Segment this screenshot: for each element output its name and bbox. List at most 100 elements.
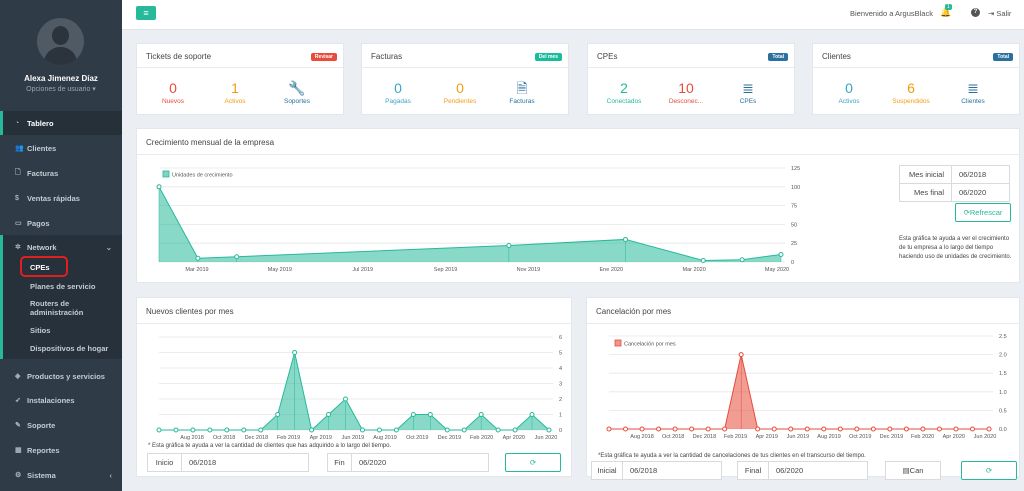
data-point [173,427,179,433]
cancel-title: Cancelación por mes [596,307,672,316]
x-tick-label: May 2020 [765,267,789,273]
data-point [156,184,162,190]
series-line [158,186,782,261]
x-tick-label: Sep 2019 [434,267,458,273]
y-tick-label: 1.0 [999,390,1007,396]
sidebar-item-pagos[interactable]: ▭ Pagos [15,218,50,228]
dollar-icon: $ [15,194,19,202]
user-name: Alexa Jimenez Díaz [24,74,98,83]
y-tick-label: 2.5 [999,334,1007,340]
data-point [705,426,711,432]
data-point [606,426,612,432]
data-point [854,426,860,432]
stat-item[interactable]: 0 Nuevos [143,80,203,105]
sidebar-sub-routers[interactable]: Routers de administración [30,299,84,317]
x-tick-label: Jul 2019 [352,267,373,273]
sidebar-item-network[interactable]: ✲ Network ⌄ [15,242,112,252]
data-point [700,257,706,263]
stat-item[interactable]: 0 Pendientes [430,80,490,105]
x-tick-label: Dec 2018 [693,434,717,440]
sidebar-item-ventas[interactable]: $ Ventas rápidas [15,193,80,203]
final-input[interactable]: 06/2020 [768,461,868,480]
cancel-refresh-button[interactable]: ⟳ [961,461,1017,480]
data-point [292,350,298,355]
logout-button[interactable]: ⇥ Salir [988,9,1012,18]
mes-inicial-input[interactable]: 06/2018 [951,165,1010,184]
sidebar-sub-cpes[interactable]: CPEs [30,263,50,272]
x-tick-label: Oct 2019 [406,435,428,441]
data-point [376,427,382,433]
data-point [920,426,926,432]
data-point [195,255,201,261]
menu-toggle-button[interactable]: ≡ [136,6,156,20]
data-point [969,426,975,432]
stat-label: Activos [838,98,860,105]
can-button[interactable]: ▤ Can [885,461,941,480]
data-point [309,427,315,433]
growth-chart: 0 25 50 75 100 125 Mar 2019 May 2019 Jul 2019 Sep… [156,166,800,273]
stat-item[interactable]: 1 Activos [205,80,265,105]
legend-swatch [162,170,170,178]
mes-final-input[interactable]: 06/2020 [951,183,1010,202]
user-options-dropdown[interactable]: Opciones de usuario ▾ [26,86,96,93]
gears-icon: ⚙ [15,472,22,479]
inicio-input[interactable]: 06/2018 [181,453,309,472]
network-icon: ✲ [15,244,21,251]
stat-item[interactable]: ≣ CPEs [718,80,778,105]
y-tick-label: 6 [559,335,562,341]
data-point [656,426,662,432]
stat-item[interactable]: 🔧 Soportes [267,80,327,105]
stat-label: Facturas [509,98,535,105]
notifications-button[interactable]: 🔔 1 [940,4,952,18]
stat-item[interactable]: ≣ Clientes [943,80,1003,105]
help-icon[interactable]: ? [971,8,980,17]
y-tick-label: 50 [791,222,797,228]
final-label: Final [737,461,769,480]
data-point [506,242,512,248]
y-tick-label: 5 [559,351,562,357]
data-point [444,427,450,433]
sidebar-item-sistema[interactable]: ⚙ Sistema ‹ [15,470,112,480]
stat-item[interactable]: 0 Pagadas [368,80,428,105]
series-line [609,354,989,430]
x-tick-label: Apr 2020 [503,435,525,441]
data-point [778,251,784,257]
stat-item[interactable]: 2 Conectados [594,80,654,105]
refresh-button[interactable]: ⟳ Refrescar [955,203,1011,222]
stat-value: 1 [231,80,239,96]
sidebar-sub-planes[interactable]: Planes de servicio [30,282,96,291]
tag-icon: ◈ [15,373,21,380]
stat-item[interactable]: 10 Desconec... [656,80,716,105]
sidebar-sub-dispositivos[interactable]: Dispositivos de hogar [30,344,109,353]
data-point [207,427,213,433]
y-tick-label: 2 [559,397,562,403]
sidebar-item-clientes[interactable]: 👥 Clientes [15,143,57,153]
sidebar-item-facturas[interactable]: 🗋 Facturas [15,168,59,178]
sidebar-item-tablero[interactable]: ◔ Tablero [0,111,122,135]
chevron-down-icon: ⌄ [105,242,112,252]
sidebar-item-reportes[interactable]: ▦ Reportes [15,445,60,455]
avatar[interactable] [37,18,84,65]
x-tick-label: Aug 2019 [373,435,397,441]
stat-card-2: Facturas Del mes 0 Pagadas 0 Pendientes 🗎 Factu… [361,43,569,115]
cancel-panel: Cancelación por mes 0.0 0.5 1.0 1.5 2.0 2.5 Au… [586,297,1020,480]
rocket-icon: ➶ [15,397,21,404]
sidebar-item-productos[interactable]: ◈ Productos y servicios [15,371,105,381]
data-point [512,427,518,433]
fin-input[interactable]: 06/2020 [351,453,489,472]
new-clients-refresh-button[interactable]: ⟳ [505,453,561,472]
stat-item[interactable]: 0 Activos [819,80,879,105]
money-icon: ▭ [15,220,22,227]
document-icon: 🗋 [15,168,21,176]
sidebar-item-instalaciones[interactable]: ➶ Instalaciones [15,395,75,405]
data-point [804,426,810,432]
stat-card-4: Clientes Total 0 Activos 6 Suspendidos ≣ Client… [812,43,1020,115]
sidebar-item-soporte[interactable]: ✎ Soporte [15,420,56,430]
data-point [427,412,433,417]
stat-item[interactable]: 🗎 Facturas [492,80,552,105]
inicial-input[interactable]: 06/2018 [622,461,722,480]
chart-icon: ▦ [15,447,22,454]
stat-item[interactable]: 6 Suspendidos [881,80,941,105]
x-tick-label: Aug 2018 [180,435,204,441]
sidebar-sub-sitios[interactable]: Sitios [30,326,51,335]
